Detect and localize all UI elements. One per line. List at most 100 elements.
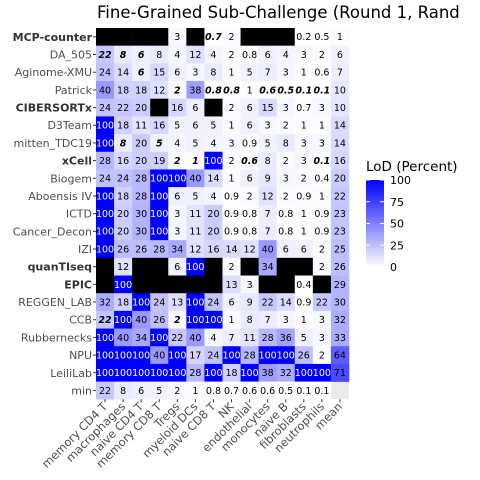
heatmap-cell	[258, 328, 277, 347]
heatmap-cell	[240, 98, 259, 117]
heatmap-cell-label: 26	[135, 244, 147, 255]
heatmap-cell-label: 34	[171, 244, 183, 255]
heatmap-cell-label: 100	[150, 368, 168, 379]
heatmap-cell	[96, 98, 115, 117]
heatmap-cell	[276, 310, 296, 329]
heatmap-cell	[312, 363, 332, 382]
heatmap-cell-label: 1	[229, 315, 235, 326]
heatmap-cell	[330, 63, 350, 82]
heatmap-cell	[114, 45, 133, 64]
heatmap-cell	[150, 187, 169, 206]
heatmap-cell-label: 12	[189, 244, 201, 255]
row-label: Aginome-XMU	[15, 66, 92, 79]
heatmap-cell-label: 7	[337, 68, 343, 79]
heatmap-cell-label: 6	[174, 68, 180, 79]
heatmap-cell	[150, 240, 169, 259]
heatmap-cell-label: 28	[262, 333, 274, 344]
heatmap-cell	[168, 187, 187, 206]
heatmap-cell	[204, 240, 223, 259]
heatmap-cell	[114, 98, 133, 117]
heatmap-cell	[222, 134, 241, 153]
heatmap-cell-label: 29	[334, 280, 346, 291]
heatmap-cell-label: 6	[247, 121, 253, 132]
heatmap-cell-label: 28	[153, 244, 165, 255]
heatmap-cell-label: 1	[319, 191, 325, 202]
heatmap-cell	[258, 204, 277, 223]
heatmap-cell-label: 34	[135, 333, 147, 344]
heatmap-cell-label: 3	[283, 68, 289, 79]
heatmap-cell-label: 2	[229, 50, 235, 61]
heatmap-cell-label: 100	[96, 368, 114, 379]
heatmap-cell-label: 4	[210, 191, 216, 202]
heatmap-cell-label: 16	[334, 156, 346, 167]
heatmap-cell	[258, 222, 277, 241]
heatmap-cell-label: 100	[204, 156, 222, 167]
heatmap-cells	[96, 28, 350, 400]
heatmap-cell-label: 22	[98, 50, 112, 61]
heatmap-cell-label: 40	[99, 85, 111, 96]
heatmap-cell-label: 0.1	[313, 85, 330, 96]
heatmap-cell-label: 8	[120, 138, 127, 149]
heatmap-cell	[150, 134, 169, 153]
heatmap-cell-label: 11	[244, 333, 256, 344]
row-label: quanTIseq	[28, 261, 92, 274]
heatmap-cell	[96, 257, 115, 276]
heatmap-cell	[222, 293, 241, 312]
heatmap-cell	[186, 257, 205, 276]
heatmap-cell-label: 16	[153, 121, 165, 132]
legend-tick-label: 75	[390, 196, 404, 209]
heatmap-cell-label: 18	[225, 368, 237, 379]
legend-tick-label: 100	[390, 174, 411, 187]
heatmap-cell	[96, 363, 115, 382]
heatmap-cell	[114, 28, 133, 46]
heatmap-cell	[114, 169, 133, 188]
heatmap-cell-label: 0.9	[224, 191, 239, 202]
heatmap-cell-label: 13	[171, 297, 183, 308]
heatmap-cell-label: 22	[334, 191, 346, 202]
heatmap-cell	[114, 328, 133, 347]
heatmap-cell	[96, 134, 115, 153]
heatmap-cell	[132, 222, 151, 241]
heatmap-cell-label: 0.8	[205, 85, 222, 96]
heatmap-cell-label: 33	[334, 333, 346, 344]
heatmap-cell-label: 100	[96, 191, 114, 202]
heatmap-cell	[330, 204, 350, 223]
heatmap-cell	[132, 116, 151, 135]
row-label: MCP-counter	[13, 31, 93, 44]
heatmap-cell-label: 5	[174, 121, 180, 132]
heatmap-cell-label: 2	[319, 262, 325, 273]
heatmap-cell	[294, 63, 314, 82]
heatmap-cell	[276, 381, 296, 400]
heatmap-cell	[132, 81, 151, 100]
heatmap-cell	[150, 169, 169, 188]
row-label: Aboensis IV	[28, 190, 92, 203]
heatmap-cell-label: 6	[174, 191, 180, 202]
heatmap-cell-label: 30	[334, 297, 346, 308]
heatmap-cell	[222, 381, 241, 400]
heatmap-cell	[222, 45, 241, 64]
row-label: REGGEN_LAB	[18, 296, 92, 309]
heatmap-cell-label: 20	[117, 227, 129, 238]
heatmap-cell-label: 7	[265, 209, 271, 220]
heatmap-cell	[312, 45, 332, 64]
heatmap-cell	[276, 204, 296, 223]
heatmap-cell-label: 8	[210, 68, 216, 79]
row-label: Biogem	[50, 172, 92, 185]
row-label: ICTD	[66, 208, 92, 221]
heatmap-cell	[132, 328, 151, 347]
heatmap-cell-label: 16	[171, 103, 183, 114]
heatmap-cell	[186, 169, 205, 188]
heatmap-cell	[186, 116, 205, 135]
heatmap-cell	[312, 257, 332, 276]
heatmap-cell-label: 4	[210, 50, 216, 61]
heatmap-cell-label: 14	[207, 174, 219, 185]
heatmap-cell	[186, 204, 205, 223]
legend-colorbar	[366, 180, 384, 267]
heatmap-cell	[168, 63, 187, 82]
heatmap-cell	[204, 204, 223, 223]
heatmap-cell	[312, 63, 332, 82]
heatmap-cell-label: 20	[135, 156, 147, 167]
heatmap-cell	[240, 381, 259, 400]
heatmap-cell-label: 12	[244, 244, 256, 255]
heatmap-cell	[114, 222, 133, 241]
